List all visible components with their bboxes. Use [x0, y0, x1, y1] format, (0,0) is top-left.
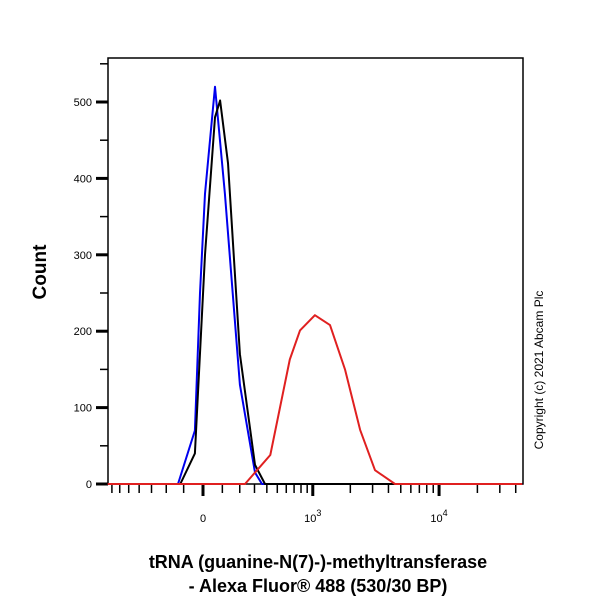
- x-tick-exponent: 3: [316, 508, 321, 518]
- x-tick-label: 103: [304, 508, 321, 525]
- x-tick-label: 104: [430, 508, 447, 525]
- axes: 0 100 200 300 400 500 0 103 104: [74, 57, 524, 525]
- series-line-0: [107, 85, 523, 485]
- x-tick-label: 0: [200, 513, 206, 525]
- series-line-2: [107, 314, 523, 485]
- y-tick-label: 0: [86, 479, 92, 491]
- y-tick-label: 400: [74, 173, 92, 185]
- x-axis-label-line1: tRNA (guanine-N(7)-)-methyltransferase: [149, 552, 487, 572]
- y-tick-label: 500: [74, 97, 92, 109]
- y-tick-label: 300: [74, 250, 92, 262]
- y-tick-label: 100: [74, 403, 92, 415]
- y-tick-label: 200: [74, 326, 92, 338]
- series-line-1: [107, 99, 523, 485]
- x-tick-exponent: 4: [443, 508, 448, 518]
- series-group: [107, 85, 523, 485]
- y-axis-label: Count: [30, 244, 51, 300]
- copyright-annotation: Copyright (c) 2021 Abcam Plc: [532, 291, 546, 450]
- plot-frame: [107, 57, 524, 485]
- x-axis-label-line2: - Alexa Fluor® 488 (530/30 BP): [189, 576, 448, 596]
